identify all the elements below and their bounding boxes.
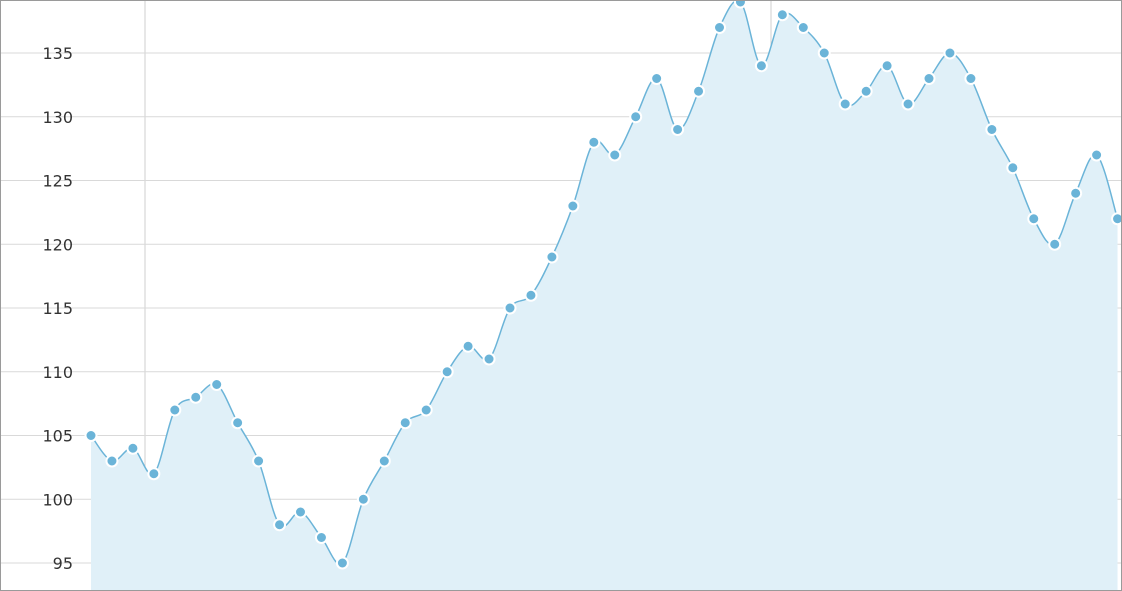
data-point[interactable] [901,97,915,111]
series-points [84,1,1121,570]
data-point[interactable] [838,97,852,111]
data-point[interactable] [482,352,496,366]
data-point[interactable] [1027,212,1041,226]
data-point[interactable] [105,454,119,468]
y-tick-label: 130 [42,108,73,127]
data-point[interactable] [859,84,873,98]
data-point[interactable] [545,250,559,264]
data-point[interactable] [796,21,810,34]
data-point[interactable] [294,505,307,519]
area-fill [91,1,1118,590]
data-point[interactable] [922,72,936,85]
data-point[interactable] [440,365,454,379]
data-point[interactable] [524,288,538,302]
data-point[interactable] [168,403,182,417]
data-point[interactable] [671,123,685,136]
data-point[interactable] [231,416,245,430]
y-tick-label: 125 [42,172,73,191]
data-point[interactable] [147,467,161,481]
data-point[interactable] [273,518,287,532]
data-point[interactable] [1111,212,1121,226]
data-point[interactable] [461,339,475,353]
data-point[interactable] [335,556,349,570]
data-point[interactable] [210,378,224,391]
y-tick-label: 95 [53,554,73,573]
data-point[interactable] [587,135,601,149]
y-axis-labels: 95 100 105 110 115 120 125 130 135 [42,44,73,573]
data-point[interactable] [1090,148,1104,162]
y-tick-label: 135 [42,44,73,63]
data-point[interactable] [1069,186,1083,200]
y-tick-label: 105 [42,427,73,446]
data-point[interactable] [126,441,140,455]
data-point[interactable] [503,301,517,315]
data-point[interactable] [84,429,98,442]
data-point[interactable] [733,1,747,9]
data-point[interactable] [817,46,831,60]
data-point[interactable] [880,59,894,73]
data-point[interactable] [356,492,370,506]
data-point[interactable] [692,84,706,98]
y-tick-label: 120 [42,235,73,254]
data-point[interactable] [566,199,580,213]
data-point[interactable] [985,123,999,136]
data-point[interactable] [252,454,266,468]
y-tick-label: 110 [42,363,73,382]
data-point[interactable] [377,454,391,468]
y-tick-label: 115 [42,299,73,318]
data-point[interactable] [943,46,957,60]
series-area [91,1,1118,590]
data-point[interactable] [419,403,433,417]
y-tick-label: 100 [42,490,73,509]
data-point[interactable] [398,416,412,430]
data-point[interactable] [189,390,203,404]
data-point[interactable] [1006,161,1020,175]
data-point[interactable] [1048,237,1062,251]
data-point[interactable] [629,110,643,124]
data-point[interactable] [964,72,978,85]
data-point[interactable] [650,72,664,85]
data-point[interactable] [754,59,768,73]
data-point[interactable] [608,148,622,162]
data-point[interactable] [775,8,789,22]
data-point[interactable] [713,21,726,34]
data-point[interactable] [314,531,328,544]
